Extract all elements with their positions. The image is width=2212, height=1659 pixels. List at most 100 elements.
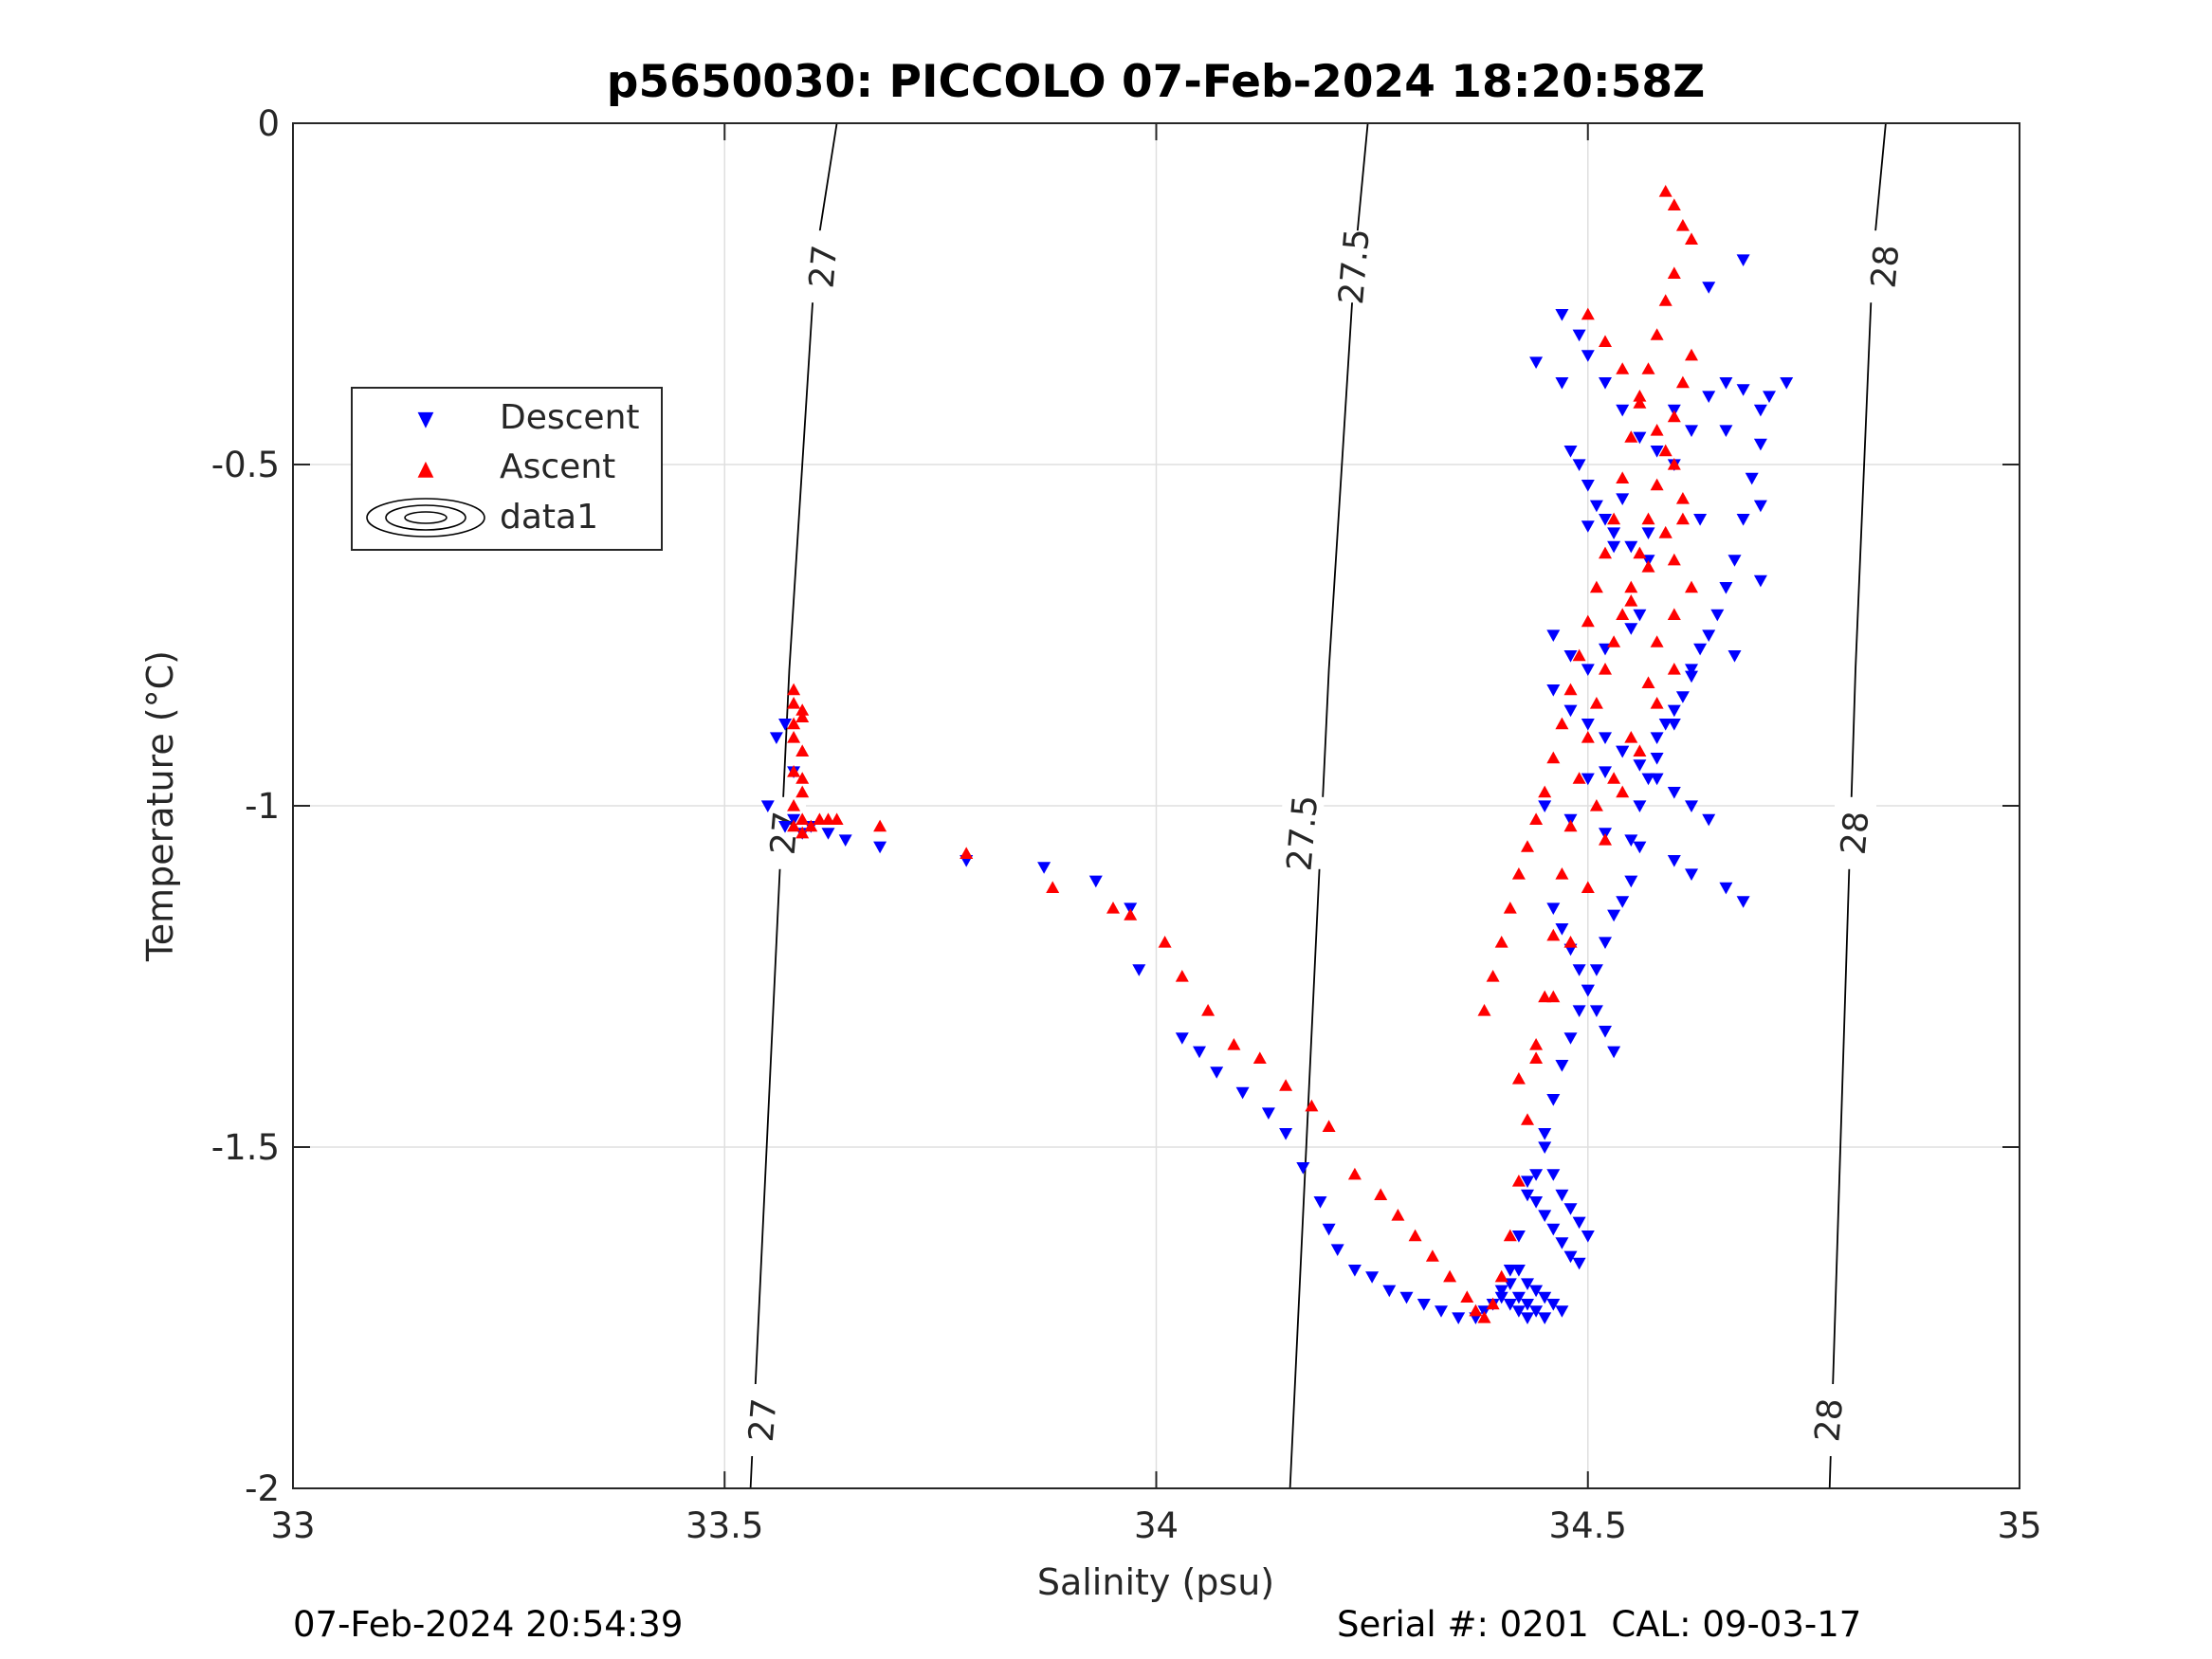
data-point-ascent: [1633, 744, 1647, 757]
x-tick-label: 34: [1134, 1505, 1179, 1546]
data-point-ascent: [1469, 1304, 1483, 1317]
data-point-ascent: [795, 710, 810, 722]
data-point-descent: [1503, 1299, 1517, 1311]
legend: ▼ Descent ▲ Ascent data1: [351, 387, 663, 551]
x-tick-label: 33: [270, 1505, 315, 1546]
data-point-descent: [1753, 404, 1767, 417]
data-point-descent: [1521, 1176, 1534, 1188]
data-point-descent: [1417, 1299, 1431, 1311]
data-point-descent: [1763, 391, 1776, 403]
data-point-ascent: [1667, 553, 1681, 566]
data-point-ascent: [1599, 546, 1612, 559]
data-point-descent: [1555, 1237, 1569, 1249]
data-point-ascent: [1616, 471, 1630, 483]
y-tick-label: -1.5: [211, 1127, 280, 1168]
data-series: [760, 185, 1794, 1324]
data-point-descent: [1710, 609, 1725, 622]
data-point-ascent: [1305, 1099, 1319, 1112]
data-point-ascent: [1633, 390, 1647, 402]
data-point-descent: [1599, 732, 1612, 744]
data-point-descent: [1347, 1265, 1362, 1277]
data-point-ascent: [1675, 219, 1690, 231]
legend-label-ascent: Ascent: [500, 447, 615, 486]
data-point-descent: [1693, 514, 1708, 526]
data-point-descent: [1175, 1032, 1189, 1045]
data-point-descent: [1555, 923, 1569, 936]
contour-label-gap: [1864, 230, 1907, 303]
data-point-ascent: [795, 703, 810, 716]
data-point-descent: [1736, 384, 1750, 396]
data-point-descent: [1607, 1046, 1621, 1059]
data-point-descent: [1210, 1066, 1224, 1079]
data-point-descent: [1702, 282, 1716, 294]
data-point-descent: [1745, 472, 1759, 485]
contour-label-gap: [1282, 796, 1325, 869]
data-point-ascent: [1675, 512, 1690, 525]
data-point-ascent: [1538, 785, 1552, 798]
contour-label: 27: [742, 1396, 785, 1443]
data-point-ascent: [1201, 1004, 1216, 1016]
data-point-ascent: [1667, 458, 1681, 470]
data-point-descent: [1736, 254, 1750, 266]
data-point-descent: [1675, 691, 1690, 703]
data-point-descent: [1555, 1305, 1569, 1318]
data-point-descent: [1511, 1231, 1526, 1243]
data-point-descent: [1589, 1005, 1603, 1017]
data-point-descent: [1736, 514, 1750, 526]
data-point-descent: [1296, 1162, 1310, 1175]
data-point-ascent: [1675, 492, 1690, 504]
data-point-ascent: [1650, 478, 1664, 491]
data-point-descent: [1658, 719, 1673, 731]
data-point-descent: [778, 719, 792, 731]
data-point-ascent: [1425, 1249, 1439, 1262]
data-point-descent: [1382, 1285, 1397, 1298]
data-point-descent: [1581, 350, 1595, 362]
data-point-ascent: [1616, 608, 1630, 620]
data-point-ascent: [1650, 697, 1664, 709]
legend-label-descent: Descent: [500, 398, 640, 437]
data-point-descent: [1261, 1107, 1275, 1120]
y-tick-label: -0.5: [211, 445, 280, 485]
data-point-descent: [1753, 438, 1767, 451]
data-point-ascent: [1521, 840, 1534, 852]
data-point-ascent: [1599, 833, 1612, 846]
data-point-ascent: [1572, 772, 1586, 784]
data-point-descent: [1581, 480, 1595, 492]
data-point-descent: [1736, 896, 1750, 908]
data-point-descent: [1563, 446, 1578, 458]
data-point-ascent: [787, 697, 801, 709]
data-point-ascent: [1546, 751, 1561, 764]
data-point-descent: [1702, 813, 1716, 827]
data-point-ascent: [1633, 396, 1647, 409]
data-point-descent: [1521, 1299, 1534, 1311]
data-point-ascent: [1546, 928, 1561, 941]
data-point-ascent: [795, 826, 810, 839]
data-point-ascent: [1322, 1120, 1336, 1132]
data-point-descent: [1572, 1216, 1586, 1230]
data-point-ascent: [1616, 785, 1630, 798]
data-point-descent: [1313, 1196, 1327, 1209]
data-point-ascent: [1572, 648, 1586, 662]
data-point-ascent: [813, 812, 827, 825]
data-point-ascent: [787, 683, 801, 696]
data-point-ascent: [1477, 1311, 1491, 1323]
data-point-descent: [1616, 404, 1630, 417]
data-point-descent: [1529, 1305, 1544, 1318]
data-point-ascent: [1589, 580, 1603, 593]
data-point-ascent: [1486, 1297, 1500, 1310]
data-point-descent: [1633, 800, 1647, 812]
data-point-descent: [1616, 493, 1630, 505]
data-point-descent: [1037, 862, 1051, 874]
x-tick-label: 35: [1997, 1505, 2041, 1546]
data-point-descent: [1503, 1265, 1517, 1277]
data-point-descent: [1624, 875, 1638, 888]
data-point-descent: [1719, 425, 1733, 437]
y-tick-label: -2: [245, 1468, 280, 1509]
contour-label-gap: [1808, 1384, 1851, 1456]
data-point-ascent: [795, 785, 810, 798]
data-point-descent: [821, 828, 835, 840]
data-point-descent: [1633, 841, 1647, 854]
data-point-descent: [1702, 391, 1716, 403]
contour-label: 28: [1835, 810, 1877, 856]
data-point-descent: [1753, 500, 1767, 513]
